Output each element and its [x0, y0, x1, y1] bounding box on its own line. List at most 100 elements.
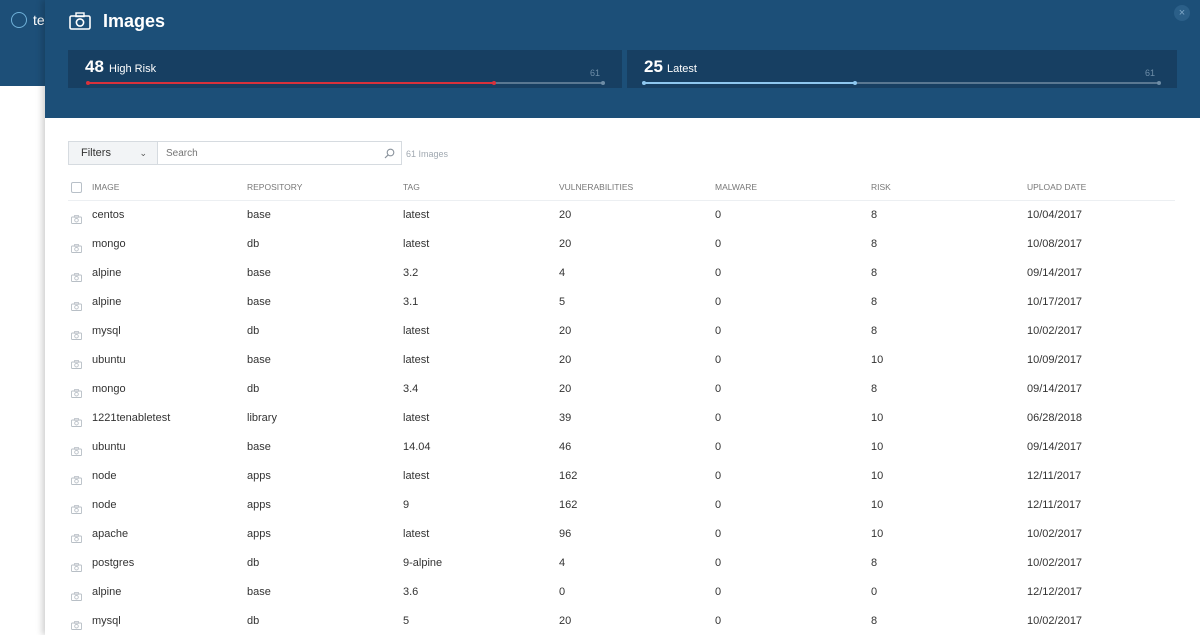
cell-image-name[interactable]: mysql — [92, 325, 121, 337]
cell-repository: library — [247, 412, 277, 424]
cell-image-name[interactable]: apache — [92, 528, 129, 540]
cell-image-name[interactable]: postgres — [92, 557, 135, 569]
cell-repository: base — [247, 296, 271, 308]
cell-vulnerabilities: 5 — [559, 296, 566, 308]
camera-icon — [71, 356, 82, 374]
cell-repository: db — [247, 615, 260, 627]
cell-risk: 0 — [871, 586, 878, 598]
table-row[interactable]: mysql db latest 20 0 8 10/02/2017 — [68, 317, 1175, 346]
cell-image-name[interactable]: node — [92, 499, 117, 511]
cell-repository: base — [247, 441, 271, 453]
high-risk-total: 61 — [589, 68, 600, 78]
table-row[interactable]: alpine base 3.6 0 0 0 12/12/2017 — [68, 578, 1175, 607]
cell-tag: latest — [403, 325, 430, 337]
cell-image-name[interactable]: alpine — [92, 586, 122, 598]
table-body: centos base latest 20 0 8 10/04/2017 mongo db lat… — [68, 201, 1175, 635]
cell-tag: 9 — [403, 499, 410, 511]
camera-icon — [71, 443, 82, 461]
search-icon[interactable] — [384, 146, 395, 164]
cell-image-name[interactable]: alpine — [92, 296, 122, 308]
images-panel: Images × 48 High Risk 61 25 Latest 61 Fi… — [45, 0, 1200, 635]
app-logo-text[interactable]: te — [33, 12, 45, 28]
chevron-down-icon: ⌄ — [139, 148, 147, 158]
cell-tag: latest — [403, 238, 430, 250]
cell-tag: latest — [403, 354, 430, 366]
table-row[interactable]: apache apps latest 96 0 10 10/02/2017 — [68, 520, 1175, 549]
latest-card[interactable]: 25 Latest 61 — [627, 50, 1177, 88]
camera-icon — [71, 385, 82, 403]
cell-repository: apps — [247, 528, 271, 540]
images-table: IMAGE REPOSITORY TAG VULNERABILITIES MAL… — [68, 174, 1175, 635]
cell-repository: db — [247, 325, 260, 337]
cell-upload-date: 06/28/2018 — [1027, 412, 1083, 424]
table-row[interactable]: postgres db 9-alpine 4 0 8 10/02/2017 — [68, 549, 1175, 578]
camera-icon — [71, 327, 82, 345]
high-risk-bar — [87, 82, 494, 84]
cell-repository: db — [247, 238, 260, 250]
latest-total: 61 — [1144, 68, 1155, 78]
column-header-risk[interactable]: RISK — [871, 182, 891, 192]
cell-vulnerabilities: 46 — [559, 441, 572, 453]
high-risk-label: High Risk — [109, 63, 157, 75]
cell-image-name[interactable]: centos — [92, 209, 125, 221]
select-all-checkbox[interactable] — [71, 182, 82, 193]
camera-icon — [71, 559, 82, 577]
cell-image-name[interactable]: mysql — [92, 615, 121, 627]
table-row[interactable]: mongo db 3.4 20 0 8 09/14/2017 — [68, 375, 1175, 404]
table-row[interactable]: alpine base 3.2 4 0 8 09/14/2017 — [68, 259, 1175, 288]
cell-upload-date: 10/02/2017 — [1027, 528, 1083, 540]
logo-icon[interactable] — [11, 12, 27, 28]
column-header-malware[interactable]: MALWARE — [715, 182, 758, 192]
cell-tag: 3.4 — [403, 383, 419, 395]
cell-repository: base — [247, 267, 271, 279]
search-input[interactable] — [158, 141, 402, 165]
cell-tag: latest — [403, 412, 430, 424]
table-row[interactable]: node apps 9 162 0 10 12/11/2017 — [68, 491, 1175, 520]
table-row[interactable]: alpine base 3.1 5 0 8 10/17/2017 — [68, 288, 1175, 317]
cell-risk: 8 — [871, 296, 878, 308]
cell-tag: 3.2 — [403, 267, 419, 279]
table-row[interactable]: mongo db latest 20 0 8 10/08/2017 — [68, 230, 1175, 259]
column-header-upload-date[interactable]: UPLOAD DATE — [1027, 182, 1087, 192]
high-risk-card[interactable]: 48 High Risk 61 — [68, 50, 622, 88]
cell-vulnerabilities: 20 — [559, 209, 572, 221]
table-row[interactable]: centos base latest 20 0 8 10/04/2017 — [68, 201, 1175, 230]
filters-dropdown[interactable]: Filters ⌄ — [68, 141, 158, 165]
high-risk-track-end — [601, 81, 605, 85]
cell-risk: 8 — [871, 615, 878, 627]
column-header-tag[interactable]: TAG — [403, 182, 420, 192]
table-header: IMAGE REPOSITORY TAG VULNERABILITIES MAL… — [68, 174, 1175, 201]
cell-image-name[interactable]: node — [92, 470, 117, 482]
cell-repository: apps — [247, 470, 271, 482]
cell-image-name[interactable]: alpine — [92, 267, 122, 279]
table-row[interactable]: 1221tenabletest library latest 39 0 10 06/28/2… — [68, 404, 1175, 433]
cell-malware: 0 — [715, 238, 722, 250]
column-header-image[interactable]: IMAGE — [92, 182, 120, 192]
cell-image-name[interactable]: mongo — [92, 238, 126, 250]
cell-vulnerabilities: 4 — [559, 267, 566, 279]
table-row[interactable]: node apps latest 162 0 10 12/11/2017 — [68, 462, 1175, 491]
cell-image-name[interactable]: 1221tenabletest — [92, 412, 171, 424]
column-header-repository[interactable]: REPOSITORY — [247, 182, 303, 192]
cell-tag: 3.6 — [403, 586, 419, 598]
cell-malware: 0 — [715, 441, 722, 453]
cell-vulnerabilities: 162 — [559, 499, 578, 511]
cell-tag: latest — [403, 209, 430, 221]
cell-tag: 5 — [403, 615, 410, 627]
cell-risk: 8 — [871, 267, 878, 279]
close-panel-button[interactable]: × — [1174, 5, 1190, 21]
cell-tag: 14.04 — [403, 441, 431, 453]
cell-repository: db — [247, 557, 260, 569]
camera-icon — [71, 472, 82, 490]
cell-risk: 10 — [871, 528, 884, 540]
cell-image-name[interactable]: ubuntu — [92, 354, 126, 366]
table-row[interactable]: ubuntu base latest 20 0 10 10/09/2017 — [68, 346, 1175, 375]
cell-image-name[interactable]: ubuntu — [92, 441, 126, 453]
camera-icon — [69, 12, 91, 35]
table-row[interactable]: ubuntu base 14.04 46 0 10 09/14/2017 — [68, 433, 1175, 462]
table-row[interactable]: mysql db 5 20 0 8 10/02/2017 — [68, 607, 1175, 635]
cell-repository: apps — [247, 499, 271, 511]
cell-image-name[interactable]: mongo — [92, 383, 126, 395]
filters-label: Filters — [81, 147, 111, 159]
column-header-vulnerabilities[interactable]: VULNERABILITIES — [559, 182, 634, 192]
